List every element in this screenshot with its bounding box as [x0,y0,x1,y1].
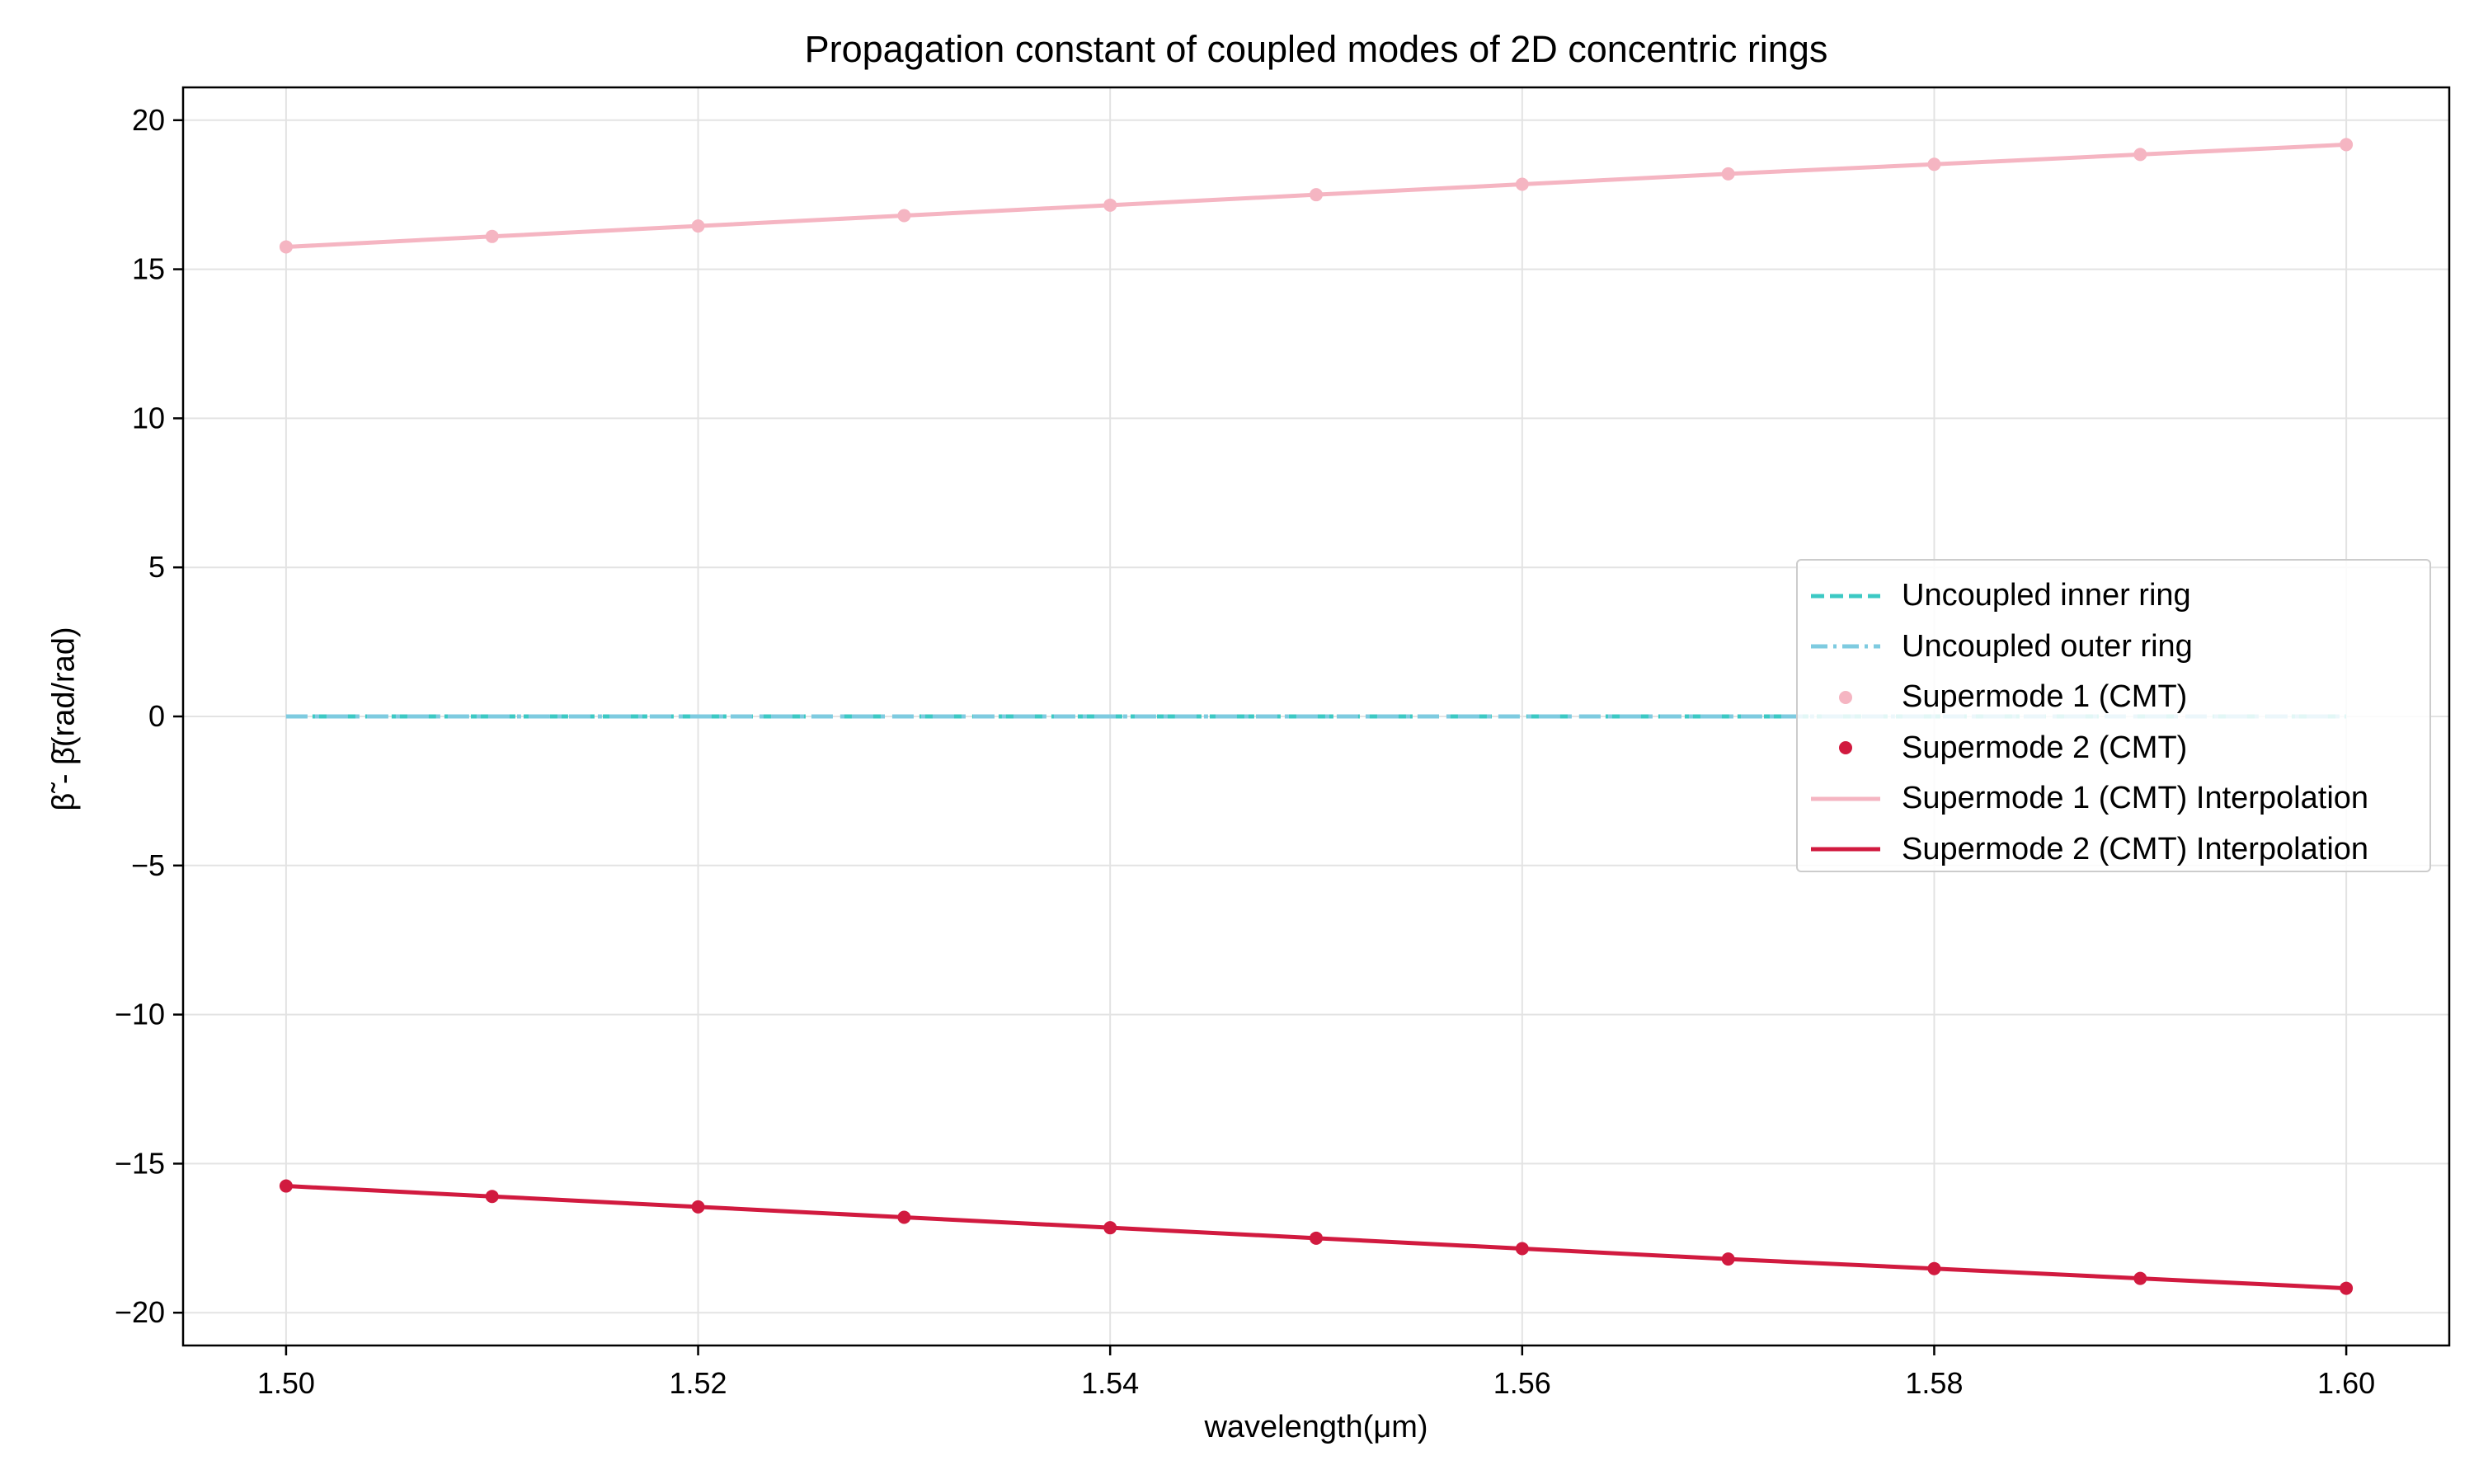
legend-swatch [1839,690,1852,704]
legend-label: Supermode 2 (CMT) [1902,730,2188,765]
series-supermode-1-cmt-interpolation-line [285,142,2347,249]
x-axis-label: wavelength(μm) [1204,1410,1428,1444]
legend-swatch [1811,594,1880,599]
legend-swatch [1811,847,1880,852]
legend-marker-sample [1839,741,1852,755]
x-tick-label: 1.60 [2317,1366,2375,1400]
y-tick-label: 20 [132,103,165,137]
legend-item: Supermode 1 (CMT) [1798,672,2429,723]
x-tick-label: 1.58 [1905,1366,1963,1400]
legend-label: Uncoupled inner ring [1902,578,2191,613]
legend-swatch [1811,644,1880,649]
x-tick-label: 1.56 [1493,1366,1551,1400]
legend-label: Supermode 1 (CMT) Interpolation [1902,781,2369,816]
y-tick-label: 10 [132,401,165,434]
chart-title: Propagation constant of coupled modes of… [804,28,1828,70]
y-tick-label: 5 [148,550,165,584]
legend-item: Supermode 1 (CMT) Interpolation [1798,773,2429,824]
legend-marker-sample [1839,690,1852,704]
legend-swatch [1839,741,1852,755]
legend-item: Supermode 2 (CMT) [1798,723,2429,774]
x-tick-label: 1.52 [670,1366,727,1400]
y-tick-label: 15 [132,252,165,286]
y-tick-label: −10 [115,998,165,1031]
legend-label: Uncoupled outer ring [1902,628,2193,664]
series-supermode-2-cmt-interpolation-line [285,1184,2347,1291]
legend-label: Supermode 1 (CMT) [1902,679,2188,715]
legend-item: Uncoupled inner ring [1798,571,2429,622]
x-tick-label: 1.54 [1081,1366,1139,1400]
legend-item: Uncoupled outer ring [1798,622,2429,673]
y-tick-label: −5 [131,848,165,882]
y-tick-label: 0 [148,699,165,733]
legend-swatch [1811,796,1880,801]
y-tick-label: −15 [115,1146,165,1180]
y-tick-label: −20 [115,1295,165,1329]
x-tick-label: 1.50 [257,1366,315,1400]
legend-item: Supermode 2 (CMT) Interpolation [1798,824,2429,876]
chart-legend: Uncoupled inner ring Uncoupled outer ring… [1796,559,2431,872]
y-axis-label: β̃ - β̄(rad/rad) [46,627,82,811]
legend-label: Supermode 2 (CMT) Interpolation [1902,831,2369,866]
